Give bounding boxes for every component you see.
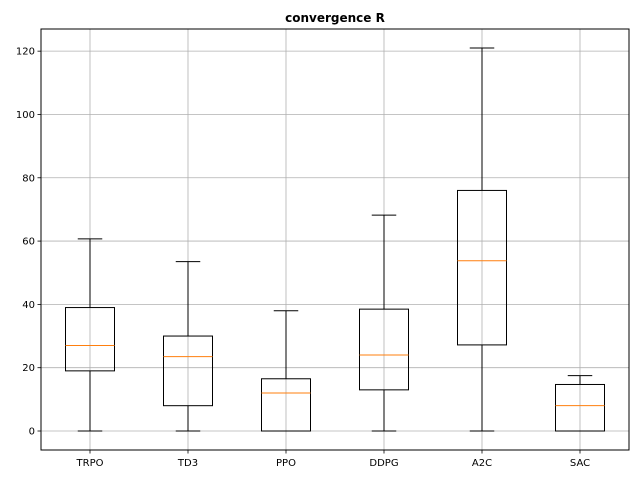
y-axis: 0 20 40 60 80 100 120 — [16, 47, 41, 438]
y-tick-label: 60 — [22, 237, 35, 248]
plot-frame — [40, 28, 630, 451]
x-tick-label: PPO — [276, 458, 296, 469]
y-tick-label: 40 — [22, 300, 35, 311]
box-a2c — [457, 47, 507, 432]
box-body — [65, 307, 115, 372]
x-tick-label: DDPG — [369, 458, 398, 469]
x-tick-label: TRPO — [76, 458, 104, 469]
x-tick-label: SAC — [570, 458, 590, 469]
x-tick-label: A2C — [472, 458, 492, 469]
box-sac — [555, 375, 605, 432]
y-tick-label: 80 — [22, 173, 35, 184]
x-tick-label: TD3 — [177, 458, 198, 469]
chart-title: convergence R — [285, 11, 385, 25]
box-body — [163, 335, 213, 407]
y-tick-label: 120 — [16, 47, 35, 58]
box-layer — [65, 47, 605, 432]
y-tick-label: 100 — [16, 110, 35, 121]
box-td3 — [163, 261, 213, 432]
box-body — [261, 378, 311, 432]
box-ddpg — [359, 214, 409, 432]
box-trpo — [65, 238, 115, 432]
box-body — [555, 383, 605, 432]
y-tick-label: 20 — [22, 363, 35, 374]
y-tick-label: 0 — [29, 427, 35, 438]
box-body — [457, 189, 507, 346]
box-ppo — [261, 310, 311, 432]
box-body — [359, 308, 409, 391]
x-axis: TRPO TD3 PPO DDPG A2C SAC — [76, 450, 590, 469]
